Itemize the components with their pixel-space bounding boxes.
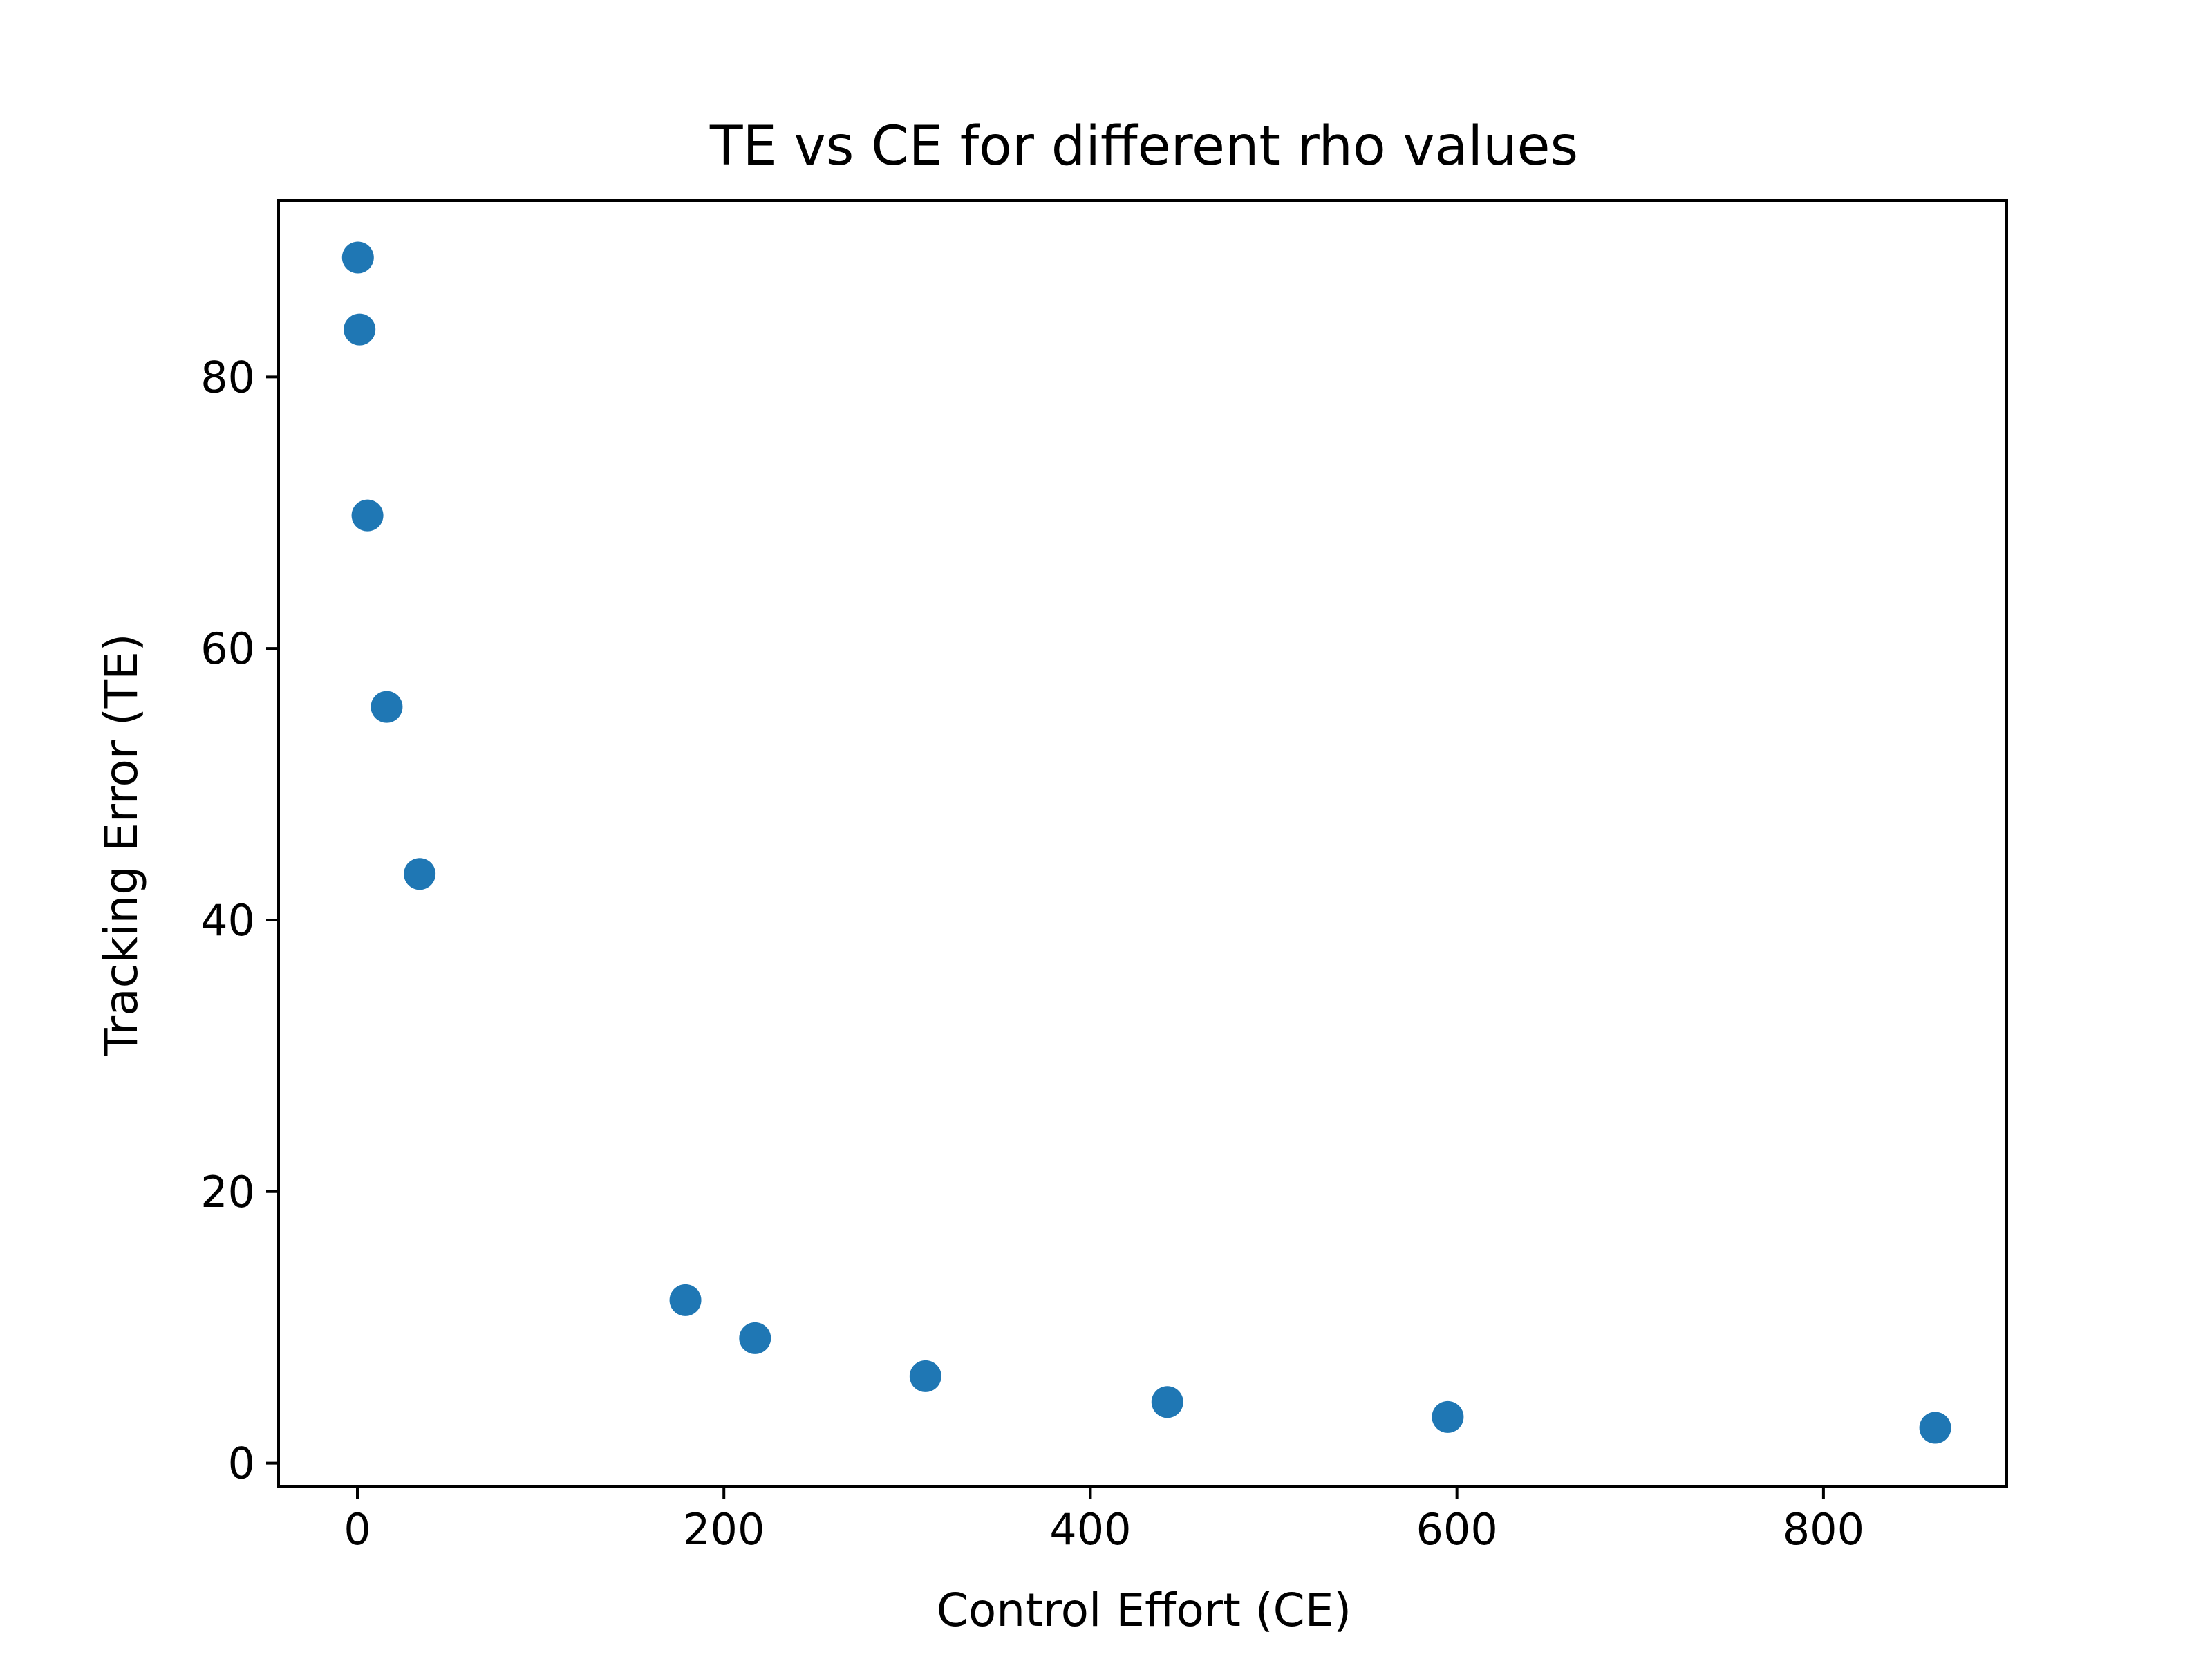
scatter-point (739, 1322, 771, 1354)
scatter-point (1151, 1386, 1183, 1418)
scatter-point (1432, 1400, 1464, 1433)
y-tick-label: 40 (200, 895, 255, 946)
x-tick-label: 0 (344, 1504, 371, 1555)
y-tick-label: 20 (200, 1167, 255, 1217)
scatter-point (351, 499, 384, 532)
x-tick-label: 800 (1783, 1504, 1864, 1555)
x-tick-label: 600 (1416, 1504, 1497, 1555)
y-tick-label: 60 (200, 624, 255, 674)
scatter-point (344, 313, 376, 346)
x-tick-label: 200 (683, 1504, 765, 1555)
y-axis-label: Tracking Error (TE) (95, 633, 148, 1056)
chart-title: TE vs CE for different rho values (709, 115, 1578, 178)
scatter-point (669, 1284, 702, 1316)
y-tick-label: 0 (228, 1438, 255, 1489)
y-tick-label: 80 (200, 352, 255, 402)
x-tick-label: 400 (1049, 1504, 1131, 1555)
scatter-point (909, 1360, 941, 1392)
scatter-point (404, 858, 436, 890)
scatter-point (371, 691, 403, 723)
x-axis-label: Control Effort (CE) (937, 1584, 1351, 1637)
scatter-point (1919, 1412, 1951, 1444)
scatter-points (341, 241, 1951, 1444)
axis-ticks: 0 200 400 600 800 0 20 40 60 80 (200, 352, 1864, 1555)
plot-area-frame (277, 199, 2008, 1488)
scatter-point (341, 241, 374, 274)
